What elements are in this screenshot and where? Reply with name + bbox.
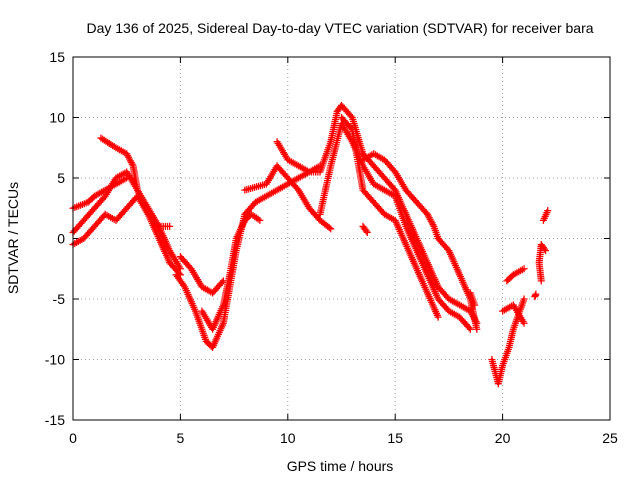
data-point <box>325 224 333 232</box>
data-point <box>363 228 371 236</box>
data-point <box>542 247 550 255</box>
y-tick-label: -5 <box>53 291 66 307</box>
y-tick-label: -15 <box>45 412 65 428</box>
data-point <box>532 290 540 298</box>
data-point <box>520 265 528 273</box>
data-point <box>520 319 528 327</box>
series-track-p <box>499 301 528 327</box>
data-point <box>465 324 473 332</box>
series-track-l <box>338 114 442 321</box>
grid <box>73 57 610 420</box>
data-point <box>327 225 335 233</box>
x-tick-label: 15 <box>387 430 403 446</box>
series-track-d <box>69 192 174 249</box>
axis-ticks: 0 5 10 15 20 25 -15 -10 -5 0 5 10 15 <box>45 49 618 446</box>
series-track-i <box>273 101 481 327</box>
y-axis-label: SDTVAR / TECUs <box>5 182 21 294</box>
series-track-s <box>539 207 552 224</box>
data-point <box>434 313 442 321</box>
data-point <box>471 301 479 309</box>
series-track-g <box>198 210 264 333</box>
x-tick-label: 25 <box>602 430 618 446</box>
x-tick-label: 0 <box>69 430 77 446</box>
y-tick-label: 15 <box>49 49 65 65</box>
data-point <box>256 216 264 224</box>
y-tick-label: 5 <box>57 170 65 186</box>
series-track-f <box>176 253 227 297</box>
data-points <box>69 101 552 388</box>
data-point <box>347 112 355 120</box>
data-point <box>154 221 162 229</box>
series-track-q <box>503 265 528 285</box>
data-point <box>540 245 548 253</box>
series-track-b <box>69 174 131 212</box>
series-track-j <box>316 120 474 333</box>
series-track-t <box>359 222 371 236</box>
series-track-r <box>535 241 550 285</box>
data-point <box>362 227 370 235</box>
data-point <box>347 124 355 132</box>
x-axis-label: GPS time / hours <box>287 458 394 474</box>
chart-title: Day 136 of 2025, Sidereal Day-to-day VTE… <box>86 20 593 36</box>
series-track-h <box>241 162 335 233</box>
x-tick-label: 20 <box>495 430 511 446</box>
data-point <box>544 207 552 215</box>
data-point <box>473 325 481 333</box>
x-tick-label: 5 <box>177 430 185 446</box>
x-tick-label: 10 <box>280 430 296 446</box>
plot-border <box>72 56 611 421</box>
y-tick-label: 0 <box>57 231 65 247</box>
data-point <box>218 278 226 286</box>
y-tick-label: 10 <box>49 110 65 126</box>
data-point <box>466 325 474 333</box>
series-track-n <box>466 289 479 309</box>
data-point <box>123 174 131 182</box>
data-point <box>166 222 174 230</box>
data-point <box>520 295 528 303</box>
series-track-u <box>531 290 540 301</box>
y-tick-label: -10 <box>45 352 65 368</box>
